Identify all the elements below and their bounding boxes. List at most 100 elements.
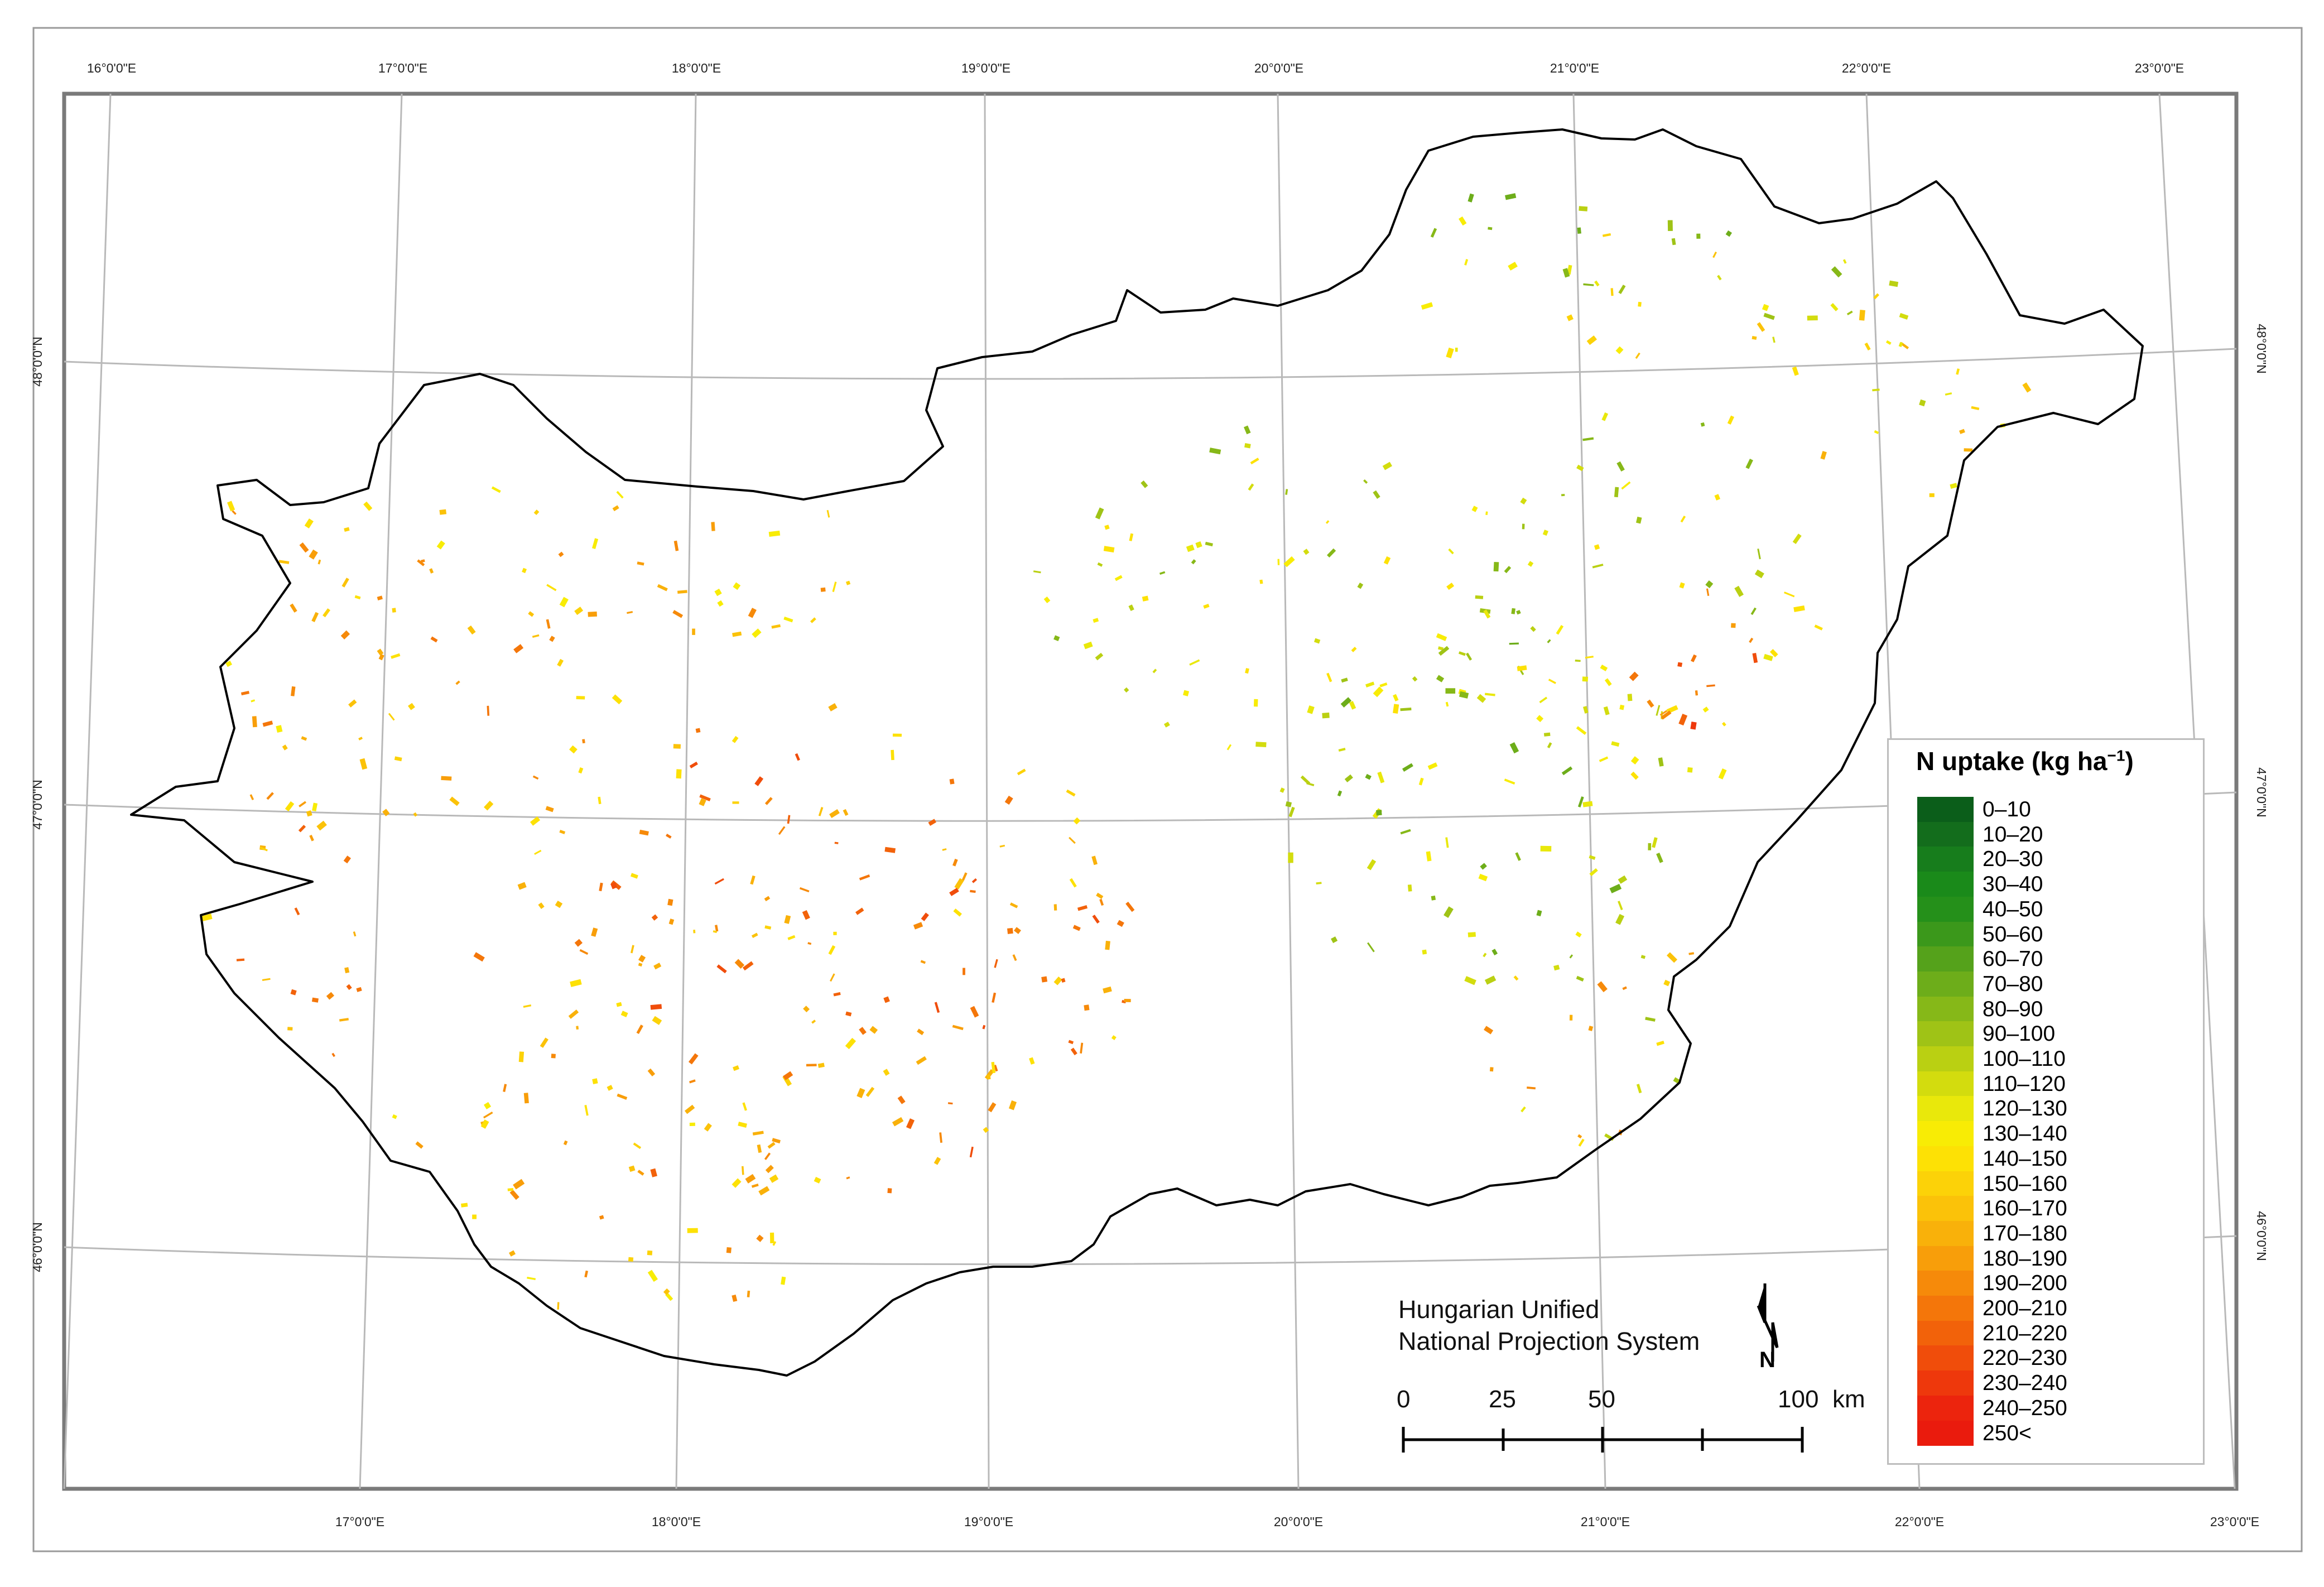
crop-patch — [522, 568, 527, 574]
legend-swatch — [1917, 1271, 1974, 1296]
crop-patch — [1618, 901, 1623, 911]
crop-patch — [1008, 1100, 1017, 1110]
crop-patch — [1430, 228, 1437, 238]
crop-patch — [509, 1190, 519, 1200]
crop-patch — [939, 1132, 942, 1143]
crop-patch — [647, 1068, 656, 1076]
crop-patch — [883, 996, 890, 1003]
crop-patch — [1307, 705, 1315, 714]
crop-patch — [1209, 448, 1221, 455]
crop-patch — [1244, 425, 1251, 435]
legend-swatch — [1917, 821, 1974, 847]
crop-patch — [294, 907, 300, 916]
crop-patch — [636, 1025, 643, 1035]
scale-unit: km — [1832, 1386, 1865, 1413]
crop-patch — [1427, 762, 1438, 770]
crop-patch — [1536, 715, 1544, 723]
crop-patch — [1864, 342, 1871, 351]
scale-label-100: 100 — [1778, 1386, 1819, 1413]
crop-patch — [921, 912, 929, 921]
crop-patch — [382, 809, 390, 816]
crop-patch — [1142, 595, 1149, 602]
crop-patch — [1340, 697, 1352, 708]
crop-patch — [1663, 979, 1671, 987]
crop-patch — [266, 792, 274, 800]
crop-patch — [1899, 312, 1909, 320]
crop-patch — [1466, 652, 1473, 661]
crop-patch — [869, 1026, 878, 1034]
crop-patch — [1745, 459, 1753, 469]
crop-patch — [1885, 340, 1892, 345]
crop-patch — [508, 1250, 516, 1257]
meridian-18E — [675, 93, 697, 1489]
legend-swatch — [1917, 996, 1974, 1022]
crop-patch — [747, 1290, 750, 1297]
crop-patch — [689, 1122, 695, 1126]
crop-patch — [1422, 949, 1427, 955]
crop-patch — [733, 582, 741, 590]
crop-patch — [227, 501, 235, 512]
crop-patch — [290, 603, 297, 613]
crop-patch — [1687, 767, 1693, 773]
crop-patch — [1445, 837, 1449, 848]
crop-patch — [528, 611, 535, 617]
crop-patch — [252, 716, 257, 728]
crop-patch — [540, 1037, 548, 1048]
crop-patch — [742, 1102, 747, 1111]
crop-patch — [667, 898, 673, 906]
crop-patch — [1244, 443, 1251, 449]
crop-patch — [578, 767, 584, 774]
hungary-border — [130, 128, 2144, 1377]
crop-patch — [1594, 280, 1600, 287]
legend-swatch — [1917, 971, 1974, 997]
crop-patch — [555, 901, 563, 908]
crop-patch — [1508, 262, 1518, 271]
crop-patch — [970, 889, 976, 893]
crop-patch — [689, 761, 698, 769]
legend-swatch — [1917, 1320, 1974, 1346]
crop-patch — [772, 1138, 781, 1144]
crop-patch — [1393, 694, 1399, 701]
legend-swatch — [1917, 797, 1974, 822]
crop-patch — [1250, 458, 1259, 465]
crop-patch — [751, 932, 758, 939]
crop-patch — [1513, 975, 1519, 981]
crop-patch — [1484, 692, 1495, 696]
crop-patch — [616, 1002, 622, 1007]
crop-patch — [1734, 585, 1744, 597]
crop-patch — [1070, 1047, 1077, 1056]
crop-patch — [843, 809, 849, 816]
crop-patch — [1083, 641, 1093, 650]
legend-swatch — [1917, 1345, 1974, 1371]
crop-patch — [817, 1062, 825, 1068]
crop-patch — [628, 1165, 636, 1172]
crop-patch — [769, 1232, 774, 1244]
crop-patch — [617, 1093, 628, 1100]
crop-patch — [1793, 605, 1805, 612]
crop-patch — [949, 778, 955, 785]
crop-patch — [1357, 583, 1364, 589]
crop-patch — [1400, 829, 1411, 835]
crop-patch — [1367, 859, 1377, 871]
crop-patch — [341, 578, 349, 588]
crop-patch — [687, 1228, 698, 1233]
crop-patch — [952, 858, 958, 867]
crop-patch — [1421, 302, 1433, 310]
legend-label: 0–10 — [1983, 797, 2031, 821]
scale-label-25: 25 — [1489, 1386, 1516, 1413]
crop-patch — [814, 1177, 821, 1184]
crop-patch — [408, 703, 415, 710]
crop-patch — [1504, 778, 1515, 785]
crop-patch — [1667, 952, 1678, 963]
legend-label: 160–170 — [1983, 1196, 2067, 1221]
crop-patch — [695, 728, 701, 733]
crop-patch — [684, 1104, 695, 1114]
crop-patch — [1582, 706, 1589, 714]
crop-patch — [778, 826, 786, 835]
legend-label: 90–100 — [1983, 1022, 2056, 1046]
crop-patch — [1412, 676, 1418, 682]
crop-patch — [1592, 564, 1604, 569]
crop-patch — [344, 527, 350, 532]
crop-patch — [1383, 556, 1391, 565]
crop-patch — [1520, 497, 1527, 505]
